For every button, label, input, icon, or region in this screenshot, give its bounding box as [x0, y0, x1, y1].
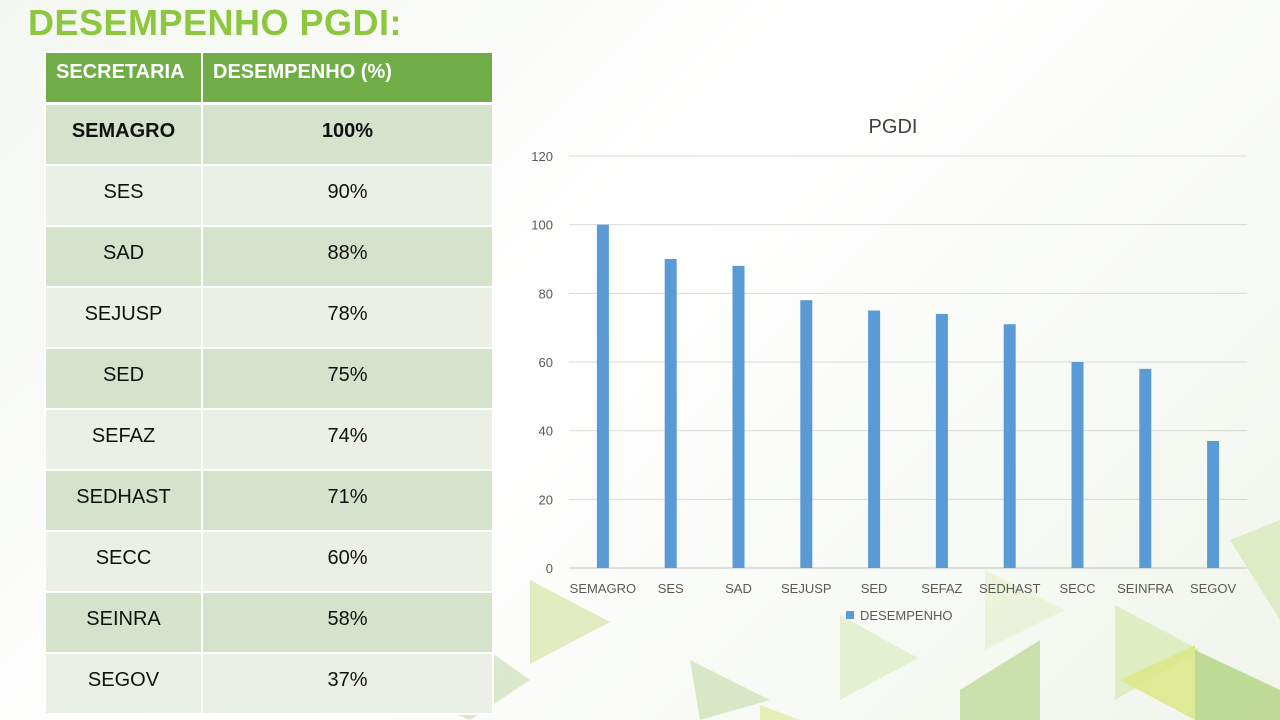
pgdi-bar-chart: PGDI 0 20 40 60 80 100 120 SEMAGRO SES SAD SEJUSP SE…	[531, 116, 1247, 623]
x-tick-label: SECC	[1059, 581, 1095, 596]
table-row: SEDHAST 71%	[44, 469, 494, 532]
y-tick-label: 20	[539, 492, 553, 507]
column-header-secretaria: SECRETARIA	[44, 51, 203, 105]
legend-swatch	[846, 611, 854, 619]
cell-secretaria: SEINRA	[44, 591, 203, 654]
cell-secretaria: SEMAGRO	[44, 102, 203, 166]
cell-desempenho: 58%	[201, 591, 494, 654]
cell-desempenho: 88%	[201, 225, 494, 288]
table-row: SEGOV 37%	[44, 652, 494, 715]
x-tick-label: SEFAZ	[921, 581, 962, 596]
table-header-row: SECRETARIA DESEMPENHO (%)	[44, 51, 494, 105]
x-tick-label: SEGOV	[1190, 581, 1237, 596]
x-tick-label: SEDHAST	[979, 581, 1040, 596]
cell-secretaria: SECC	[44, 530, 203, 593]
x-tick-label: SAD	[725, 581, 752, 596]
column-header-desempenho: DESEMPENHO (%)	[201, 51, 494, 105]
bar-sejusp	[800, 300, 813, 568]
cell-desempenho: 90%	[201, 164, 494, 227]
table-row: SED 75%	[44, 347, 494, 410]
slide-title: DESEMPENHO PGDI:	[28, 2, 403, 43]
table-row: SES 90%	[44, 164, 494, 227]
bar-sed	[868, 310, 881, 568]
performance-table: SECRETARIA DESEMPENHO (%) SEMAGRO 100% S…	[44, 51, 494, 715]
x-tick-label: SES	[658, 581, 684, 596]
cell-secretaria: SES	[44, 164, 203, 227]
legend-label: DESEMPENHO	[860, 608, 952, 623]
chart-title: PGDI	[869, 116, 918, 138]
cell-desempenho: 74%	[201, 408, 494, 471]
bar-sedhast	[1003, 324, 1016, 568]
table-row: SEFAZ 74%	[44, 408, 494, 471]
y-tick-label: 0	[546, 561, 553, 576]
table-row: SEJUSP 78%	[44, 286, 494, 349]
y-tick-label: 80	[539, 286, 553, 301]
cell-secretaria: SAD	[44, 225, 203, 288]
bar-seinfra	[1139, 368, 1152, 568]
cell-secretaria: SED	[44, 347, 203, 410]
table-row: SAD 88%	[44, 225, 494, 288]
cell-desempenho: 37%	[201, 652, 494, 715]
cell-secretaria: SEDHAST	[44, 469, 203, 532]
bar-segov	[1207, 440, 1220, 568]
cell-desempenho: 60%	[201, 530, 494, 593]
bar-sefaz	[935, 313, 948, 568]
y-tick-label: 120	[531, 149, 553, 164]
table-row: SEMAGRO 100%	[44, 102, 494, 166]
x-tick-label: SEINFRA	[1117, 581, 1174, 596]
bar-sad	[732, 265, 745, 568]
bar-ses	[664, 259, 677, 568]
cell-desempenho: 75%	[201, 347, 494, 410]
x-tick-label: SED	[861, 581, 888, 596]
cell-desempenho: 100%	[201, 102, 494, 166]
cell-secretaria: SEGOV	[44, 652, 203, 715]
x-tick-label: SEMAGRO	[570, 581, 636, 596]
y-tick-label: 60	[539, 355, 553, 370]
cell-desempenho: 71%	[201, 469, 494, 532]
cell-desempenho: 78%	[201, 286, 494, 349]
y-tick-label: 100	[531, 218, 553, 233]
bar-semagro	[596, 224, 609, 568]
table-row: SECC 60%	[44, 530, 494, 593]
cell-secretaria: SEJUSP	[44, 286, 203, 349]
cell-secretaria: SEFAZ	[44, 408, 203, 471]
y-tick-label: 40	[539, 424, 553, 439]
x-tick-label: SEJUSP	[781, 581, 832, 596]
bar-secc	[1071, 362, 1084, 568]
table-row: SEINRA 58%	[44, 591, 494, 654]
